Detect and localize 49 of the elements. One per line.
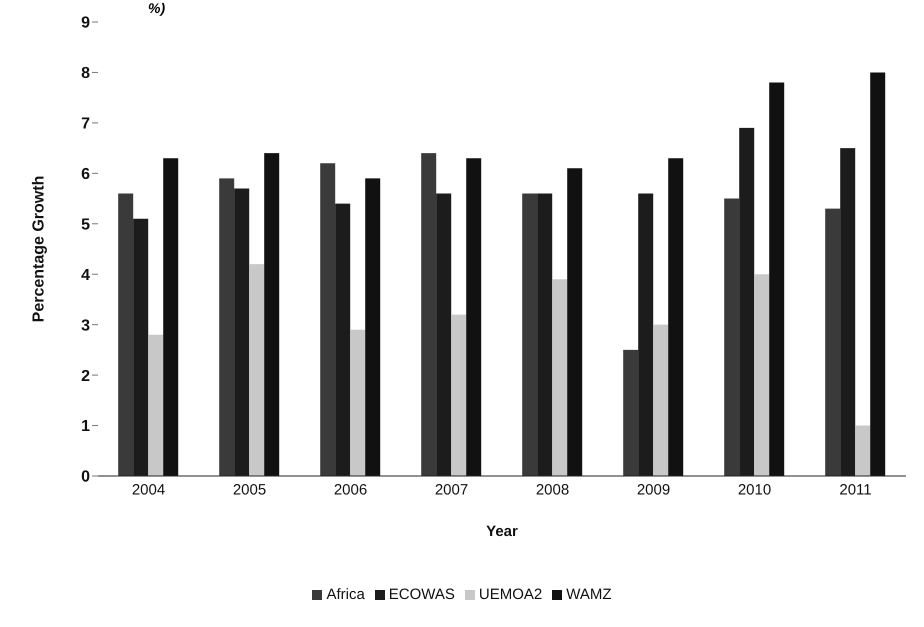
bar xyxy=(219,178,234,476)
bar xyxy=(567,168,582,476)
x-tick-label: 2004 xyxy=(132,482,166,499)
y-tick-label: 4 xyxy=(81,266,90,284)
x-tick-label: 2009 xyxy=(636,482,670,499)
legend-label: UEMOA2 xyxy=(478,586,542,603)
y-axis-title: Percentage Growth xyxy=(30,176,48,322)
bar xyxy=(653,324,668,476)
legend-label: WAMZ xyxy=(566,586,612,603)
y-tick-label: 6 xyxy=(81,166,90,184)
x-tick-label: 2007 xyxy=(434,482,468,499)
bar xyxy=(421,153,436,476)
bar xyxy=(163,158,178,476)
x-tick-label: 2006 xyxy=(334,482,368,499)
x-axis-title: Year xyxy=(486,523,518,540)
x-tick-label: 2010 xyxy=(738,482,772,499)
x-tick-label: 2008 xyxy=(536,482,570,499)
bar xyxy=(466,158,482,476)
bar xyxy=(769,82,784,476)
bar xyxy=(870,72,886,476)
y-tick-label: 3 xyxy=(81,317,90,334)
y-tick-label: 1 xyxy=(81,418,90,436)
legend-label: ECOWAS xyxy=(388,586,455,603)
y-tick-label: 2 xyxy=(81,368,90,385)
y-tick-label: 0 xyxy=(81,468,90,486)
bar xyxy=(855,426,870,476)
bar xyxy=(118,194,134,476)
bar xyxy=(623,350,638,476)
bar xyxy=(264,153,280,476)
bar xyxy=(249,264,264,476)
bar xyxy=(451,314,466,476)
bar xyxy=(552,279,568,476)
bar xyxy=(320,163,336,476)
x-tick-label: 2005 xyxy=(232,482,266,499)
x-tick-label: 2011 xyxy=(839,482,872,499)
bar xyxy=(350,330,366,476)
chart-title: %) xyxy=(148,0,166,16)
y-tick-label: 7 xyxy=(81,116,90,133)
bar xyxy=(148,334,164,476)
bar xyxy=(365,178,380,476)
bar xyxy=(825,208,840,476)
bar xyxy=(522,194,538,476)
y-tick-label: 9 xyxy=(81,14,90,32)
bar xyxy=(668,158,684,476)
y-tick-label: 5 xyxy=(81,216,90,234)
y-tick-label: 8 xyxy=(81,65,90,82)
bar xyxy=(754,274,770,476)
legend-label: Africa xyxy=(326,586,365,603)
bar xyxy=(724,198,740,476)
